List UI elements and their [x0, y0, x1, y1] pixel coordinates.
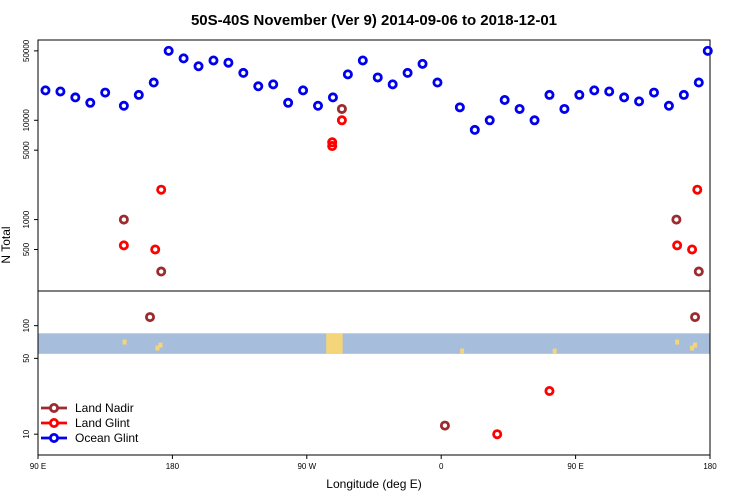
land-speckle [155, 345, 160, 351]
point-ocean-glint [529, 115, 540, 126]
upper-y-tick-label: 1000 [22, 210, 31, 228]
point-ocean-glint [559, 103, 570, 114]
point-land-nadir [336, 103, 347, 114]
point-ocean-glint [604, 86, 615, 97]
point-land-nadir [439, 420, 450, 431]
point-land-nadir [118, 214, 129, 225]
point-ocean-glint [133, 89, 144, 100]
lower-y-tick-label: 50 [22, 353, 31, 362]
point-land-glint [118, 240, 129, 251]
point-ocean-glint [484, 115, 495, 126]
point-ocean-glint [148, 77, 159, 88]
x-tick-label: 180 [703, 462, 717, 471]
point-ocean-glint [402, 67, 413, 78]
point-ocean-glint [574, 89, 585, 100]
point-ocean-glint [253, 81, 264, 92]
land-speckle [552, 348, 557, 354]
upper-y-tick-label: 500 [22, 242, 31, 256]
point-ocean-glint [387, 79, 398, 90]
point-ocean-glint [178, 53, 189, 64]
point-ocean-glint [544, 89, 555, 100]
point-ocean-glint [223, 57, 234, 68]
x-tick-label: 180 [166, 462, 180, 471]
point-ocean-glint [55, 86, 66, 97]
y-axis-label: N Total [0, 226, 13, 263]
point-ocean-glint [268, 79, 279, 90]
land-band [38, 333, 710, 354]
land-speckle [690, 345, 695, 351]
point-ocean-glint [619, 92, 630, 103]
point-land-nadir [693, 266, 704, 277]
point-ocean-glint [499, 95, 510, 106]
point-ocean-glint [432, 77, 443, 88]
land-speckle [693, 342, 698, 348]
point-ocean-glint [663, 100, 674, 111]
point-land-glint [327, 137, 338, 148]
point-land-glint [692, 184, 703, 195]
lower-y-tick-label: 100 [22, 318, 31, 332]
plot-frame [37, 39, 711, 456]
point-land-nadir [690, 312, 701, 323]
point-land-nadir [144, 312, 155, 323]
lower-y-tick-label: 10 [22, 429, 31, 438]
point-ocean-glint [193, 61, 204, 72]
point-ocean-glint [649, 87, 660, 98]
point-ocean-glint [163, 45, 174, 56]
legend-entry: Ocean Glint [75, 431, 139, 445]
point-ocean-glint [85, 97, 96, 108]
point-ocean-glint [589, 85, 600, 96]
point-ocean-glint [342, 69, 353, 80]
point-ocean-glint [100, 87, 111, 98]
chart-title: 50S-40S November (Ver 9) 2014-09-06 to 2… [191, 12, 557, 29]
legend-swatch-marker [49, 402, 60, 413]
upper-y-tick-label: 5000 [22, 141, 31, 159]
point-ocean-glint [208, 55, 219, 66]
legend-swatch-marker [49, 417, 60, 428]
x-axis-label: Longitude (deg E) [326, 477, 421, 491]
point-ocean-glint [40, 85, 51, 96]
land-speckle [460, 348, 465, 354]
legend-swatch-marker [49, 432, 60, 443]
x-tick-label: 0 [439, 462, 444, 471]
land-speckle [326, 333, 343, 354]
point-land-glint [327, 141, 338, 152]
point-land-glint [544, 386, 555, 397]
point-land-glint [156, 184, 167, 195]
upper-y-tick-label: 10000 [22, 109, 31, 132]
point-ocean-glint [283, 97, 294, 108]
legend-entry: Land Nadir [75, 401, 134, 415]
point-ocean-glint [634, 96, 645, 107]
point-ocean-glint [469, 124, 480, 135]
point-ocean-glint [357, 55, 368, 66]
point-ocean-glint [327, 92, 338, 103]
point-land-nadir [156, 266, 167, 277]
legend-entry: Land Glint [75, 416, 130, 430]
point-ocean-glint [678, 89, 689, 100]
point-land-glint [492, 429, 503, 440]
point-ocean-glint [70, 92, 81, 103]
point-land-glint [687, 244, 698, 255]
point-ocean-glint [514, 103, 525, 114]
point-ocean-glint [312, 100, 323, 111]
point-ocean-glint [702, 45, 713, 56]
point-ocean-glint [372, 72, 383, 83]
x-tick-label: 90 E [567, 462, 583, 471]
land-speckle [158, 342, 163, 348]
point-ocean-glint [417, 58, 428, 69]
point-land-nadir [671, 214, 682, 225]
x-tick-label: 90 E [30, 462, 46, 471]
point-ocean-glint [118, 100, 129, 111]
point-ocean-glint [298, 85, 309, 96]
upper-y-tick-label: 50000 [22, 39, 31, 62]
land-speckle [675, 339, 680, 345]
point-ocean-glint [238, 67, 249, 78]
point-land-glint [672, 240, 683, 251]
land-speckle [122, 339, 127, 345]
point-land-glint [336, 115, 347, 126]
point-ocean-glint [454, 102, 465, 113]
x-tick-label: 90 W [297, 462, 316, 471]
point-land-glint [150, 244, 161, 255]
point-ocean-glint [693, 77, 704, 88]
